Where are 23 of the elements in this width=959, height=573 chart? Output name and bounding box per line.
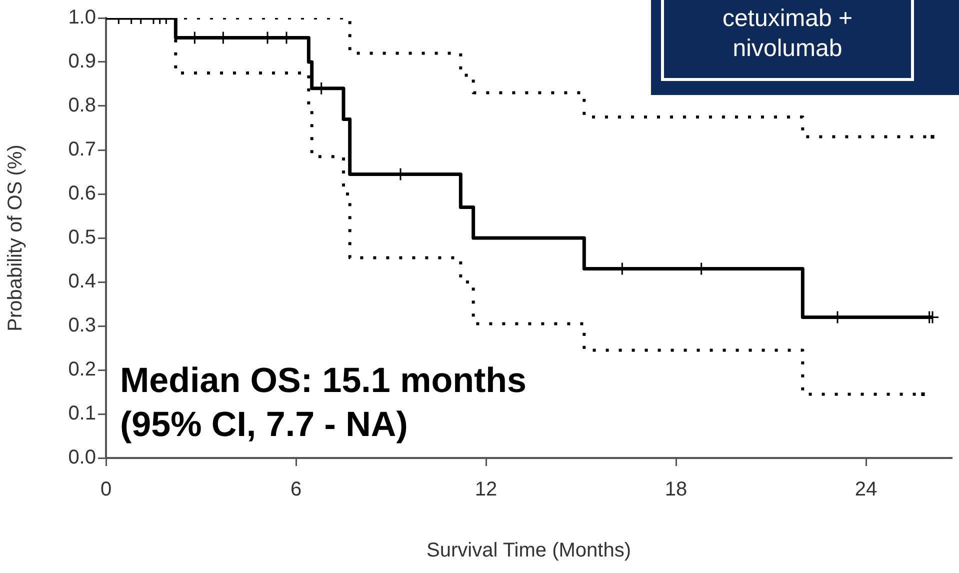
y-axis-title: Probability of OS (%) (4, 144, 27, 332)
y-tick-label: 0.4 (68, 270, 96, 293)
title-box: cetuximab + nivolumab (651, 0, 959, 95)
x-tick-label: 18 (664, 478, 688, 501)
y-tick-label: 0.7 (68, 138, 96, 161)
x-tick-label: 0 (100, 478, 112, 501)
x-tick-label: 24 (854, 478, 878, 501)
annotation: Median OS: 15.1 months (120, 361, 526, 400)
chart-title: cetuximab + nivolumab (661, 0, 914, 81)
y-tick-label: 0.0 (68, 446, 96, 469)
x-axis-title: Survival Time (Months) (426, 540, 631, 562)
annotation: (95% CI, 7.7 - NA) (120, 405, 408, 444)
y-tick-label: 0.2 (68, 358, 96, 381)
y-tick-label: 1.0 (68, 6, 96, 29)
point (921, 392, 925, 396)
y-tick-label: 0.1 (68, 402, 96, 425)
y-tick-label: 0.9 (68, 50, 96, 73)
y-tick-label: 0.5 (68, 226, 96, 249)
x-tick-label: 12 (474, 478, 498, 501)
x-tick-label: 6 (290, 478, 302, 501)
y-tick-label: 0.3 (68, 314, 96, 337)
y-tick-label: 0.6 (68, 182, 96, 205)
y-tick-label: 0.8 (68, 94, 96, 117)
